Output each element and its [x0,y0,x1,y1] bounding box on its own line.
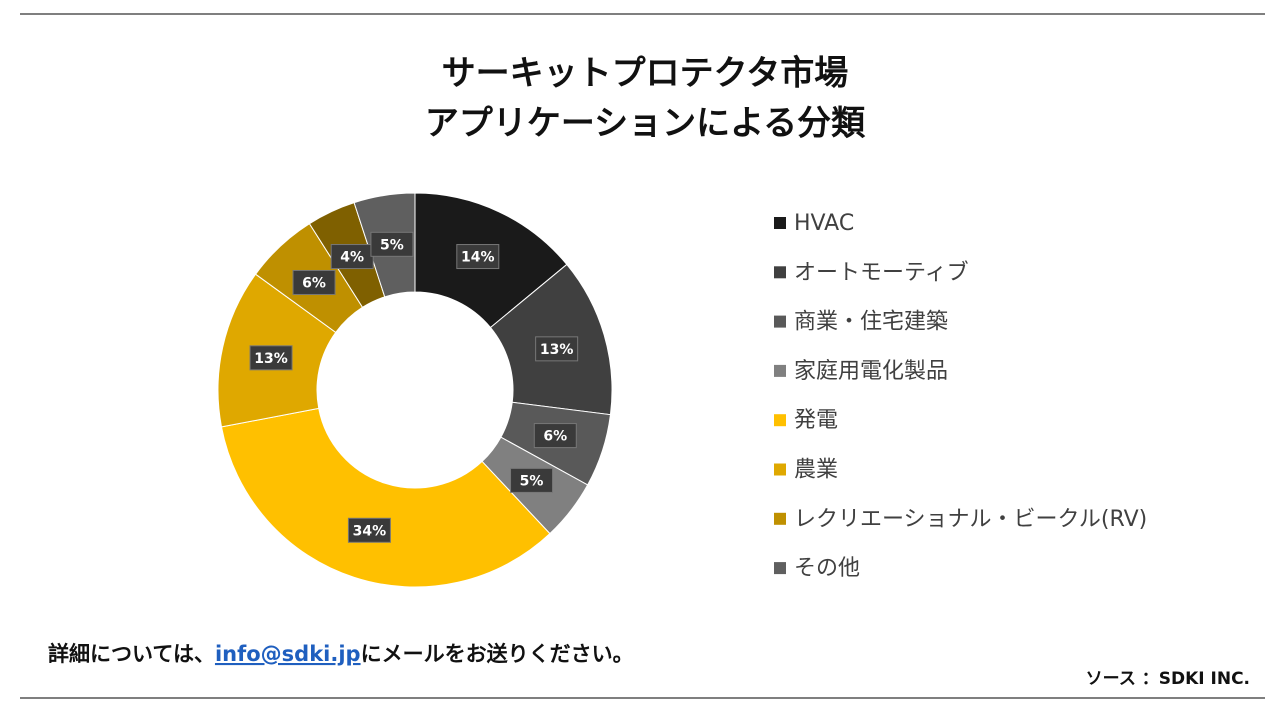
chart-title: サーキットプロテクタ市場 [442,54,849,94]
data-label-box [330,244,374,270]
legend-swatch [774,364,786,377]
legend-label: オートモーティブ [794,260,969,285]
data-label-box [249,345,293,371]
email-link[interactable]: info@sdki.jp [215,642,361,666]
data-label: 6% [302,275,326,291]
legend-swatch [774,463,786,476]
data-label: 13% [540,342,574,358]
donut-slice [220,407,551,588]
data-label-box [292,269,336,295]
legend-swatch [774,266,786,279]
data-label: 34% [353,523,387,539]
chart-subtitle: アプリケーションによる分類 [425,104,866,144]
data-label: 6% [543,429,567,445]
data-label: 14% [461,250,495,266]
legend-label: 商業・住宅建築 [794,310,948,335]
legend-swatch [774,217,786,229]
data-label: 5% [520,473,544,489]
data-label-box [533,423,577,449]
footer-before: 詳細については、 [48,642,215,666]
data-label: 13% [254,351,288,367]
legend-label: 農業 [794,458,838,483]
legend-label: HVAC [794,211,854,236]
data-label-box [370,231,414,257]
legend-label: 家庭用電化製品 [794,359,948,384]
footer-after: にメールをお送りください。 [361,642,634,666]
source: ソース ：SDKI INC. [1086,669,1250,689]
legend-swatch [774,414,786,427]
data-label: 5% [380,237,404,253]
data-label: 4% [340,250,364,266]
footer-text: 詳細については、info@sdki.jpにメールをお送りください。 [48,642,634,666]
data-label-box [510,467,554,493]
legend-swatch [774,315,786,328]
legend-label: 発電 [794,408,838,433]
data-label-box [347,517,391,543]
data-label-box [456,244,500,270]
legend-swatch [774,512,786,525]
legend-label: レクリエーショナル・ビークル(RV) [794,507,1147,532]
legend-swatch [774,562,786,575]
data-label-box [535,336,579,362]
legend-label: その他 [794,556,860,581]
